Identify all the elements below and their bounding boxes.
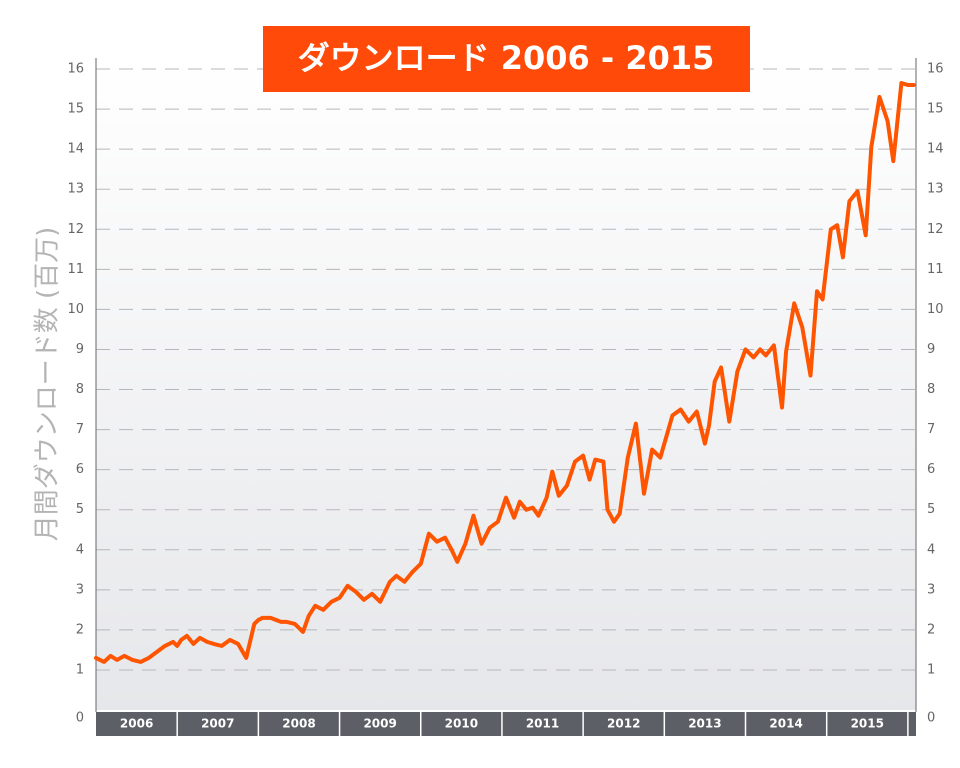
y-tick-label-left: 0 bbox=[76, 711, 84, 726]
y-tick-label-right: 1 bbox=[927, 662, 935, 677]
y-tick-label-left: 13 bbox=[67, 182, 84, 197]
y-tick-label-left: 9 bbox=[76, 342, 84, 357]
y-tick-label-right: 14 bbox=[927, 142, 944, 157]
y-tick-label-left: 12 bbox=[67, 222, 84, 237]
y-tick-label-left: 14 bbox=[67, 142, 84, 157]
y-tick-label-right: 4 bbox=[927, 542, 935, 557]
series-line bbox=[94, 81, 916, 664]
y-tick-label-left: 6 bbox=[76, 462, 84, 477]
y-tick-label-left: 10 bbox=[67, 302, 84, 317]
y-tick-label-right: 12 bbox=[927, 222, 944, 237]
y-tick-label-left: 2 bbox=[76, 622, 84, 637]
y-tick-label-right: 10 bbox=[927, 302, 944, 317]
y-tick-label-left: 11 bbox=[67, 262, 84, 277]
y-tick-label-right: 16 bbox=[927, 62, 944, 77]
y-tick-label-right: 0 bbox=[927, 711, 935, 726]
y-tick-label-right: 11 bbox=[927, 262, 944, 277]
x-year-label: 2006 bbox=[120, 717, 153, 731]
x-year-label: 2015 bbox=[851, 717, 884, 731]
y-axis-label: 月間ダウンロード数 (百万) bbox=[33, 227, 63, 542]
x-year-label: 2012 bbox=[607, 717, 640, 731]
y-tick-label-left: 5 bbox=[76, 502, 84, 517]
x-year-label: 2008 bbox=[282, 717, 315, 731]
y-tick-label-right: 9 bbox=[927, 342, 935, 357]
chart-title: ダウンロード 2006 - 2015 bbox=[298, 39, 715, 77]
x-year-label: 2013 bbox=[688, 717, 721, 731]
y-tick-label-left: 1 bbox=[76, 662, 84, 677]
x-axis-years: 2006 2007 2008 2009 2010 2011 2012 2013 2014 2015 bbox=[120, 712, 909, 736]
plot-background bbox=[96, 58, 916, 710]
y-tick-label-right: 3 bbox=[927, 582, 935, 597]
y-tick-label-left: 3 bbox=[76, 582, 84, 597]
y-tick-label-right: 6 bbox=[927, 462, 935, 477]
x-axis-band bbox=[96, 712, 916, 736]
y-tick-label-left: 8 bbox=[76, 382, 84, 397]
x-year-label: 2011 bbox=[526, 717, 559, 731]
y-tick-label-left: 7 bbox=[76, 422, 84, 437]
y-tick-label-left: 16 bbox=[67, 62, 84, 77]
y-tick-label-right: 15 bbox=[927, 102, 944, 117]
y-tick-label-left: 4 bbox=[76, 542, 84, 557]
y-tick-label-right: 5 bbox=[927, 502, 935, 517]
y-tick-label-right: 8 bbox=[927, 382, 935, 397]
x-year-label: 2010 bbox=[445, 717, 478, 731]
y-tick-label-right: 2 bbox=[927, 622, 935, 637]
x-year-label: 2007 bbox=[201, 717, 234, 731]
title-box bbox=[263, 26, 750, 92]
x-year-label: 2014 bbox=[769, 717, 802, 731]
y-tick-label-right: 13 bbox=[927, 182, 944, 197]
y-tick-label-right: 7 bbox=[927, 422, 935, 437]
y-tick-label-left: 15 bbox=[67, 102, 84, 117]
x-year-label: 2009 bbox=[363, 717, 396, 731]
